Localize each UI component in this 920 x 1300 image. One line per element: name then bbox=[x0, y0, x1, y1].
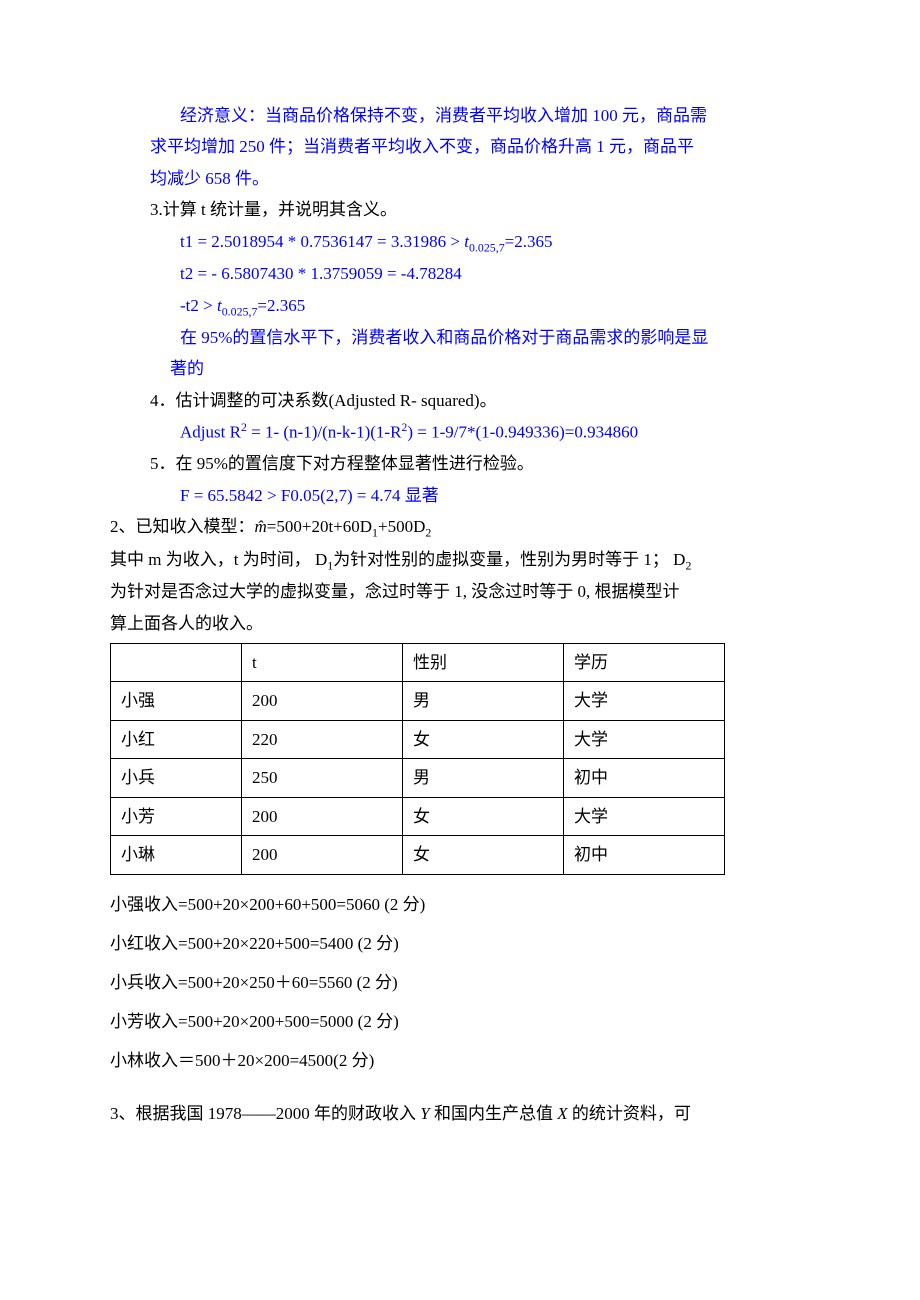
t-subscript: 0.025,7 bbox=[222, 304, 258, 318]
cell-t: 200 bbox=[242, 797, 403, 835]
r2-end: ) = 1-9/7*(1-0.949336)=0.934860 bbox=[407, 423, 638, 442]
question-4: 4．估计调整的可决系数(Adjusted R- squared)。 bbox=[110, 385, 810, 416]
cell-name: 小芳 bbox=[111, 797, 242, 835]
question-5: 5．在 95%的置信度下对方程整体显著性进行检验。 bbox=[110, 448, 810, 479]
t1-eq: =2.365 bbox=[505, 232, 553, 251]
desc1a: 其中 m 为收入，t 为时间， D bbox=[110, 550, 327, 569]
desc-line: 其中 m 为收入，t 为时间， D1为针对性别的虚拟变量，性别为男时等于 1； … bbox=[110, 544, 810, 576]
t-subscript: 0.025,7 bbox=[469, 240, 505, 254]
question-3: 3.计算 t 统计量，并说明其含义。 bbox=[110, 194, 810, 225]
m-hat: m̂ bbox=[255, 517, 267, 536]
q3-text-b: 和国内生产总值 bbox=[430, 1104, 558, 1123]
cell-gender: 女 bbox=[403, 836, 564, 874]
answer-t2: t2 = - 6.5807430 * 1.3759059 = -4.78284 bbox=[110, 258, 810, 289]
answer-f: F = 65.5842 > F0.05(2,7) = 4.74 显著 bbox=[110, 480, 810, 511]
cell-name: 小强 bbox=[111, 682, 242, 720]
document-page: 经济意义：当商品价格保持不变，消费者平均收入增加 100 元，商品需 求平均增加… bbox=[0, 0, 920, 1300]
table-header: 学历 bbox=[564, 643, 725, 681]
cell-edu: 初中 bbox=[564, 759, 725, 797]
cell-edu: 大学 bbox=[564, 682, 725, 720]
model-eq-b: +500D bbox=[378, 517, 425, 536]
r2-mid: = 1- (n-1)/(n-k-1)(1-R bbox=[247, 423, 402, 442]
calc-line: 小红收入=500+20×220+500=5400 (2 分) bbox=[110, 924, 810, 963]
table-row: 小强 200 男 大学 bbox=[111, 682, 725, 720]
cell-edu: 大学 bbox=[564, 797, 725, 835]
table-row: 小芳 200 女 大学 bbox=[111, 797, 725, 835]
cell-t: 200 bbox=[242, 682, 403, 720]
var-x: X bbox=[557, 1104, 567, 1123]
answer-r2: Adjust R2 = 1- (n-1)/(n-k-1)(1-R2) = 1-9… bbox=[110, 416, 810, 448]
desc-line: 为针对是否念过大学的虚拟变量，念过时等于 1, 没念过时等于 0, 根据模型计 bbox=[110, 576, 810, 607]
spacer bbox=[110, 1080, 810, 1098]
cell-gender: 女 bbox=[403, 797, 564, 835]
cell-t: 250 bbox=[242, 759, 403, 797]
answer-line: 经济意义：当商品价格保持不变，消费者平均收入增加 100 元，商品需 bbox=[110, 100, 810, 131]
model-prefix: 2、已知收入模型： bbox=[110, 517, 255, 536]
calc-line: 小强收入=500+20×200+60+500=5060 (2 分) bbox=[110, 885, 810, 924]
table-row: 小兵 250 男 初中 bbox=[111, 759, 725, 797]
question-3-block2: 3、根据我国 1978——2000 年的财政收入 Y 和国内生产总值 X 的统计… bbox=[110, 1098, 810, 1129]
cell-t: 220 bbox=[242, 720, 403, 758]
income-table: t 性别 学历 小强 200 男 大学 小红 220 女 大学 小兵 250 男… bbox=[110, 643, 725, 875]
table-header bbox=[111, 643, 242, 681]
r2-prefix: Adjust R bbox=[180, 423, 241, 442]
table-header-row: t 性别 学历 bbox=[111, 643, 725, 681]
answer-t1: t1 = 2.5018954 * 0.7536147 = 3.31986 > t… bbox=[110, 226, 810, 258]
calc-line: 小兵收入=500+20×250＋60=5560 (2 分) bbox=[110, 963, 810, 1002]
d2-sub: 2 bbox=[425, 526, 431, 540]
model-eq-a: =500+20t+60D bbox=[267, 517, 372, 536]
cell-gender: 男 bbox=[403, 759, 564, 797]
answer-conclusion: 在 95%的置信水平下，消费者收入和商品价格对于商品需求的影响是显 bbox=[110, 322, 810, 353]
desc-line: 算上面各人的收入。 bbox=[110, 608, 810, 639]
q3-text-c: 的统计资料，可 bbox=[568, 1104, 691, 1123]
answer-conclusion: 著的 bbox=[110, 353, 810, 384]
q3-text-a: 3、根据我国 1978——2000 年的财政收入 bbox=[110, 1104, 420, 1123]
answer-line: 均减少 658 件。 bbox=[110, 163, 810, 194]
t1-text: t1 = 2.5018954 * 0.7536147 = 3.31986 > bbox=[180, 232, 464, 251]
desc1b: 为针对性别的虚拟变量，性别为男时等于 1； D bbox=[333, 550, 685, 569]
d2-sub: 2 bbox=[685, 558, 691, 572]
cell-gender: 男 bbox=[403, 682, 564, 720]
cell-t: 200 bbox=[242, 836, 403, 874]
cell-edu: 初中 bbox=[564, 836, 725, 874]
table-row: 小红 220 女 大学 bbox=[111, 720, 725, 758]
calc-line: 小林收入＝500＋20×200=4500(2 分) bbox=[110, 1041, 810, 1080]
cell-edu: 大学 bbox=[564, 720, 725, 758]
table-header: 性别 bbox=[403, 643, 564, 681]
cell-gender: 女 bbox=[403, 720, 564, 758]
t2b-text: -t2 > bbox=[180, 296, 217, 315]
table-header: t bbox=[242, 643, 403, 681]
model-line: 2、已知收入模型：m̂=500+20t+60D1+500D2 bbox=[110, 511, 810, 543]
cell-name: 小琳 bbox=[111, 836, 242, 874]
cell-name: 小兵 bbox=[111, 759, 242, 797]
t2b-eq: =2.365 bbox=[257, 296, 305, 315]
answer-t2b: -t2 > t0.025,7=2.365 bbox=[110, 290, 810, 322]
var-y: Y bbox=[420, 1104, 429, 1123]
cell-name: 小红 bbox=[111, 720, 242, 758]
table-row: 小琳 200 女 初中 bbox=[111, 836, 725, 874]
calc-line: 小芳收入=500+20×200+500=5000 (2 分) bbox=[110, 1002, 810, 1041]
answer-line: 求平均增加 250 件；当消费者平均收入不变，商品价格升高 1 元，商品平 bbox=[110, 131, 810, 162]
